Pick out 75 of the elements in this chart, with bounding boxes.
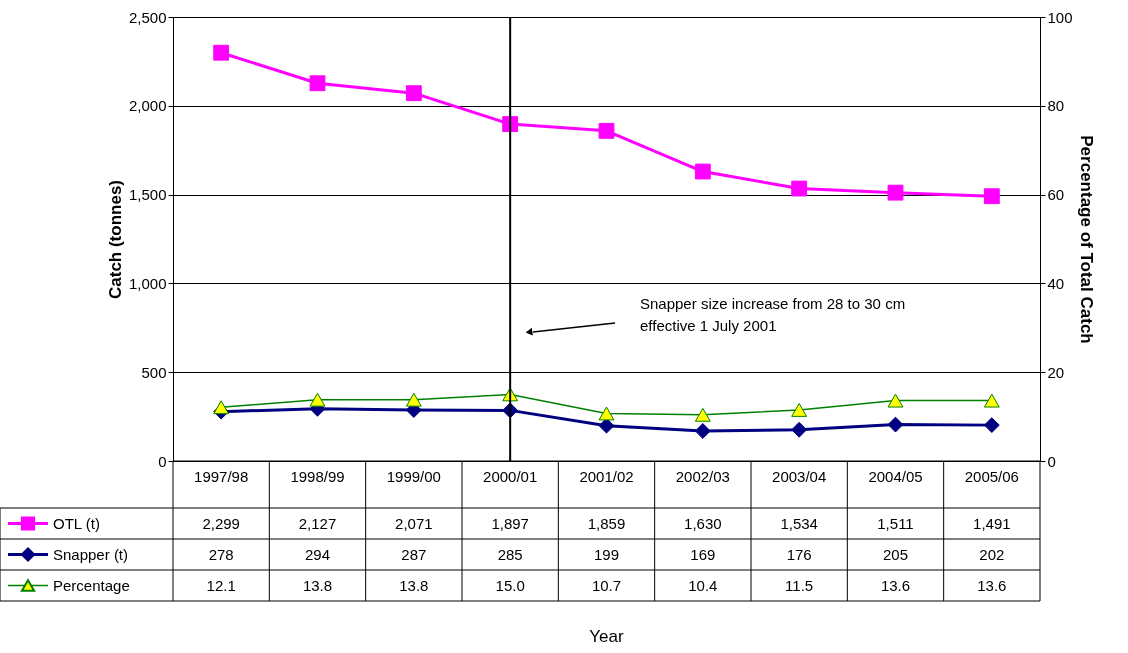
point (694, 407, 711, 422)
point (983, 393, 1000, 408)
data-label: 285 (497, 545, 523, 563)
data-label: 10.4 (688, 576, 718, 594)
y-tick-label: 1,000 (128, 274, 167, 292)
annotation: Snapper size increase from 28 to 30 cm effective 1 July 2001 (640, 295, 906, 334)
y2-tick-label: 60 (1047, 186, 1065, 204)
y-tick-label: 1,500 (128, 186, 167, 204)
y-axis-title: Catch (tonnes) (105, 180, 125, 299)
data-label: 11.5 (785, 576, 814, 594)
data-label: 12.1 (206, 576, 236, 594)
point (309, 75, 326, 92)
point (983, 188, 1000, 205)
x-tick-label: 2004/05 (868, 467, 923, 485)
point (791, 403, 808, 417)
data-label: 202 (979, 545, 1005, 563)
x-tick-label: 1997/98 (194, 467, 249, 485)
text: Year (589, 627, 625, 646)
point (309, 392, 326, 407)
data-label: 1,859 (587, 514, 626, 532)
data-label: 278 (208, 545, 234, 563)
data-label: 2,299 (202, 514, 240, 532)
data-label: 1,491 (973, 514, 1011, 532)
data-label: 1,630 (684, 514, 722, 532)
data-label: 294 (304, 545, 331, 563)
point (887, 184, 904, 201)
y-tick-label: 0 (158, 452, 167, 470)
data-label: 10.7 (591, 576, 622, 594)
y2-tick-label: 100 (1047, 8, 1073, 26)
data-label: 2,127 (298, 514, 337, 532)
data-label: 176 (786, 545, 812, 563)
data-label: 13.8 (399, 576, 429, 594)
x-tick-label: 2002/03 (675, 467, 730, 485)
data-label: 13.8 (302, 576, 333, 594)
data-label: 169 (690, 545, 716, 563)
point (213, 400, 230, 415)
y-tick-label: 2,000 (128, 97, 167, 115)
point (405, 85, 422, 102)
point (791, 180, 808, 197)
data-label: 13.6 (880, 576, 911, 594)
point (694, 163, 711, 180)
data-label: 1,897 (491, 514, 529, 532)
y2-axis-title: Percentage of Total Catch (1076, 135, 1096, 344)
x-tick-label: 1999/00 (386, 467, 441, 485)
y2-tick-label: 80 (1047, 97, 1065, 115)
legend-label: Snapper (t) (53, 545, 129, 563)
point (791, 421, 808, 438)
point (405, 392, 422, 407)
y2-tick-label: 40 (1047, 274, 1065, 292)
point (598, 406, 615, 421)
y-tick-label: 2,500 (128, 8, 167, 26)
point (887, 393, 904, 408)
point (213, 44, 230, 61)
data-label: 199 (593, 545, 620, 563)
point (694, 423, 711, 439)
point (598, 122, 615, 139)
data-label: 287 (401, 545, 427, 563)
data-label: 1,534 (780, 514, 818, 532)
data-label: 1,511 (877, 514, 914, 532)
y2-tick-label: 20 (1047, 363, 1065, 381)
data-label: 13.6 (977, 576, 1007, 594)
x-tick-label: 2000/01 (483, 467, 538, 485)
y-tick-label: 500 (141, 363, 167, 381)
x-tick-label: 1998/99 (290, 467, 345, 485)
legend-label: Percentage (53, 576, 130, 594)
point (983, 417, 1000, 434)
data-label: 15.0 (495, 576, 525, 594)
point (887, 416, 904, 433)
legend-label: OTL (t) (53, 514, 100, 532)
data-label: 2,071 (395, 514, 433, 532)
y2-tick-label: 0 (1047, 452, 1056, 470)
x-tick-label: 2001/02 (579, 467, 634, 485)
x-tick-label: 2003/04 (772, 467, 827, 485)
data-label: 205 (882, 545, 909, 563)
x-tick-label: 2005/06 (964, 467, 1019, 485)
